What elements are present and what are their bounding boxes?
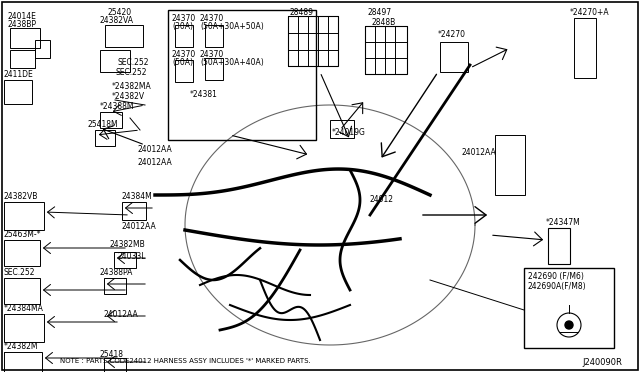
Text: 2438BP: 2438BP [8, 20, 37, 29]
Bar [495, 135, 525, 195]
Bar [574, 18, 596, 78]
Bar [4, 80, 32, 104]
Bar [548, 228, 570, 264]
Bar [4, 278, 40, 304]
Bar [100, 50, 130, 72]
Text: 24382VB: 24382VB [4, 192, 38, 201]
Bar [4, 352, 42, 372]
Text: SEC.252: SEC.252 [115, 68, 147, 77]
Text: SEC.252: SEC.252 [118, 58, 150, 67]
Text: (50A+30A+50A): (50A+30A+50A) [200, 22, 264, 31]
Text: 24370: 24370 [172, 14, 196, 23]
Text: 24012AA: 24012AA [104, 310, 139, 319]
Bar [205, 58, 223, 80]
Bar [330, 120, 354, 138]
Bar [95, 130, 115, 146]
Text: *24381: *24381 [190, 90, 218, 99]
Bar [114, 252, 136, 268]
Text: 24370: 24370 [200, 14, 224, 23]
Text: 24370: 24370 [172, 50, 196, 59]
Text: *24019G: *24019G [332, 128, 366, 137]
Text: 24388PA: 24388PA [100, 268, 133, 277]
Text: 24014E: 24014E [8, 12, 37, 21]
Text: J240090R: J240090R [582, 358, 622, 367]
Bar [168, 10, 316, 140]
Text: (50A+30A+40A): (50A+30A+40A) [200, 58, 264, 67]
Bar [122, 202, 146, 220]
Text: 24382MB: 24382MB [110, 240, 146, 249]
Text: *24382M: *24382M [4, 342, 38, 351]
Bar [104, 358, 126, 372]
Bar [100, 112, 122, 128]
Bar [10, 28, 40, 48]
Circle shape [565, 321, 573, 329]
Bar [105, 25, 143, 47]
Text: 25418: 25418 [100, 350, 124, 359]
Text: *24382MA: *24382MA [112, 82, 152, 91]
Text: 28497: 28497 [368, 8, 392, 17]
Text: 24012AA: 24012AA [138, 158, 173, 167]
Text: *24270: *24270 [438, 30, 466, 39]
Bar [365, 26, 407, 74]
Text: (30A): (30A) [172, 22, 193, 31]
Text: 24370: 24370 [200, 50, 224, 59]
Text: 24012AA: 24012AA [138, 145, 173, 154]
Text: *24384MA: *24384MA [4, 304, 44, 313]
Bar [524, 268, 614, 348]
Bar [175, 60, 193, 82]
Text: 24384M: 24384M [122, 192, 153, 201]
Text: NOTE : PARTS CODE24012 HARNESS ASSY INCLUDES '*' MARKED PARTS.: NOTE : PARTS CODE24012 HARNESS ASSY INCL… [60, 358, 311, 364]
Text: 25420: 25420 [108, 8, 132, 17]
Text: (50A): (50A) [172, 58, 193, 67]
Text: 2848B: 2848B [372, 18, 396, 27]
Bar [104, 278, 126, 294]
Text: 24033L: 24033L [118, 252, 147, 261]
Text: *24270+A: *24270+A [570, 8, 610, 17]
Bar [4, 314, 44, 342]
Text: 24012AA: 24012AA [462, 148, 497, 157]
Text: *24388M: *24388M [100, 102, 134, 111]
Bar [175, 25, 193, 47]
Bar [10, 50, 35, 68]
Bar [35, 40, 50, 58]
Text: 2411DE: 2411DE [4, 70, 34, 79]
Text: 242690A(F/M8): 242690A(F/M8) [528, 282, 587, 291]
Text: 28489: 28489 [290, 8, 314, 17]
Text: 25418M: 25418M [88, 120, 118, 129]
Bar [4, 202, 44, 230]
Text: 25463M-*: 25463M-* [4, 230, 42, 239]
Text: *24347M: *24347M [546, 218, 580, 227]
Bar [205, 25, 223, 47]
Text: 24012AA: 24012AA [122, 222, 157, 231]
Text: 24012: 24012 [370, 195, 394, 204]
Text: 242690 (F/M6): 242690 (F/M6) [528, 272, 584, 281]
Text: SEC.252: SEC.252 [4, 268, 35, 277]
Bar [440, 42, 468, 72]
Bar [288, 16, 338, 66]
Bar [4, 240, 40, 266]
Text: 24382VA: 24382VA [100, 16, 134, 25]
Text: *24382V: *24382V [112, 92, 145, 101]
